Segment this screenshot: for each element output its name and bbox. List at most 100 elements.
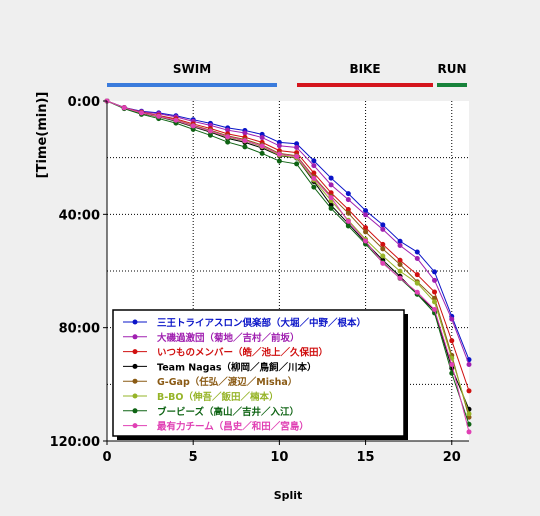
- data-point: [432, 289, 438, 295]
- data-point: [380, 253, 386, 259]
- series-line: [106, 100, 470, 365]
- data-point: [432, 277, 438, 283]
- series-line: [106, 100, 470, 433]
- y-tick-label: 120:00: [50, 435, 100, 450]
- legend-swatch-marker: [132, 363, 138, 369]
- data-point: [294, 144, 300, 150]
- data-point: [242, 144, 248, 150]
- x-tick-label: 15: [357, 450, 375, 465]
- data-point: [363, 238, 369, 244]
- series-line: [106, 100, 470, 360]
- legend: 三王トライアスロン倶楽部（大堀／中野／根本） 大磯過激団（菊地／吉村／前坂） いつも…: [112, 309, 408, 440]
- x-tick-label: 5: [189, 450, 198, 465]
- legend-item: Team Nagas（柳岡／鳥飼／川本）: [123, 361, 317, 373]
- data-point: [380, 226, 386, 232]
- data-point: [380, 222, 386, 228]
- data-point: [414, 280, 420, 286]
- legend-swatch-marker: [132, 349, 138, 355]
- y-axis-ticks: 0:00 40:00 80:00 120:00: [50, 95, 107, 450]
- data-point: [276, 158, 282, 164]
- data-point: [242, 130, 248, 136]
- data-point: [276, 151, 282, 157]
- data-point: [225, 134, 231, 140]
- segment-bar-swim: [107, 83, 277, 87]
- data-point: [311, 170, 317, 176]
- series-lines: [104, 98, 472, 435]
- data-point: [173, 117, 179, 123]
- data-point: [345, 223, 351, 229]
- data-point: [363, 212, 369, 218]
- data-point: [397, 268, 403, 274]
- segment-label-run: RUN: [437, 62, 466, 76]
- legend-label: 三王トライアスロン倶楽部（大堀／中野／根本）: [157, 317, 366, 329]
- series-8: [104, 98, 472, 435]
- data-point: [294, 154, 300, 160]
- data-point: [328, 182, 334, 188]
- data-point: [225, 127, 231, 133]
- legend-swatch-marker: [132, 319, 138, 325]
- legend-item: B-BO（伸吾／飯田／楠本）: [123, 391, 279, 403]
- data-point: [363, 225, 369, 231]
- data-point: [432, 299, 438, 305]
- data-point: [380, 260, 386, 266]
- series-line: [106, 100, 470, 392]
- data-point: [225, 139, 231, 145]
- legend-item: G-Gap（任弘／渡辺／Misha）: [123, 376, 297, 388]
- x-tick-label: 0: [102, 450, 111, 465]
- data-point: [345, 197, 351, 203]
- y-tick-label: 80:00: [59, 322, 100, 337]
- series-line: [106, 100, 470, 425]
- data-point: [449, 370, 455, 376]
- data-point: [328, 175, 334, 181]
- data-point: [276, 143, 282, 149]
- data-point: [397, 261, 403, 267]
- data-point: [294, 161, 300, 167]
- segment-bar-bike: [297, 83, 433, 87]
- data-point: [311, 175, 317, 181]
- legend-item: ブービーズ（高山／吉井／入江）: [123, 406, 299, 418]
- legend-label: 最有力チーム（昌史／和田／宮島）: [157, 421, 309, 433]
- y-axis-label: [Time(min)]: [35, 92, 50, 179]
- data-point: [432, 269, 438, 275]
- data-point: [345, 218, 351, 224]
- legend-label: ブービーズ（高山／吉井／入江）: [157, 406, 299, 418]
- data-point: [432, 307, 438, 313]
- data-point: [345, 191, 351, 197]
- data-point: [397, 257, 403, 263]
- data-point: [414, 272, 420, 278]
- data-point: [121, 105, 127, 111]
- data-point: [380, 241, 386, 247]
- data-point: [207, 132, 213, 138]
- data-point: [449, 338, 455, 344]
- data-point: [259, 143, 265, 149]
- legend-swatch-marker: [132, 378, 138, 384]
- legend-label: 大磯過激団（菊地／吉村／前坂）: [157, 332, 300, 344]
- data-point: [397, 238, 403, 244]
- data-point: [328, 195, 334, 201]
- data-point: [311, 163, 317, 169]
- data-point: [207, 128, 213, 134]
- data-point: [156, 113, 162, 119]
- y-tick-label: 0:00: [68, 95, 100, 110]
- segment-bar-run: [437, 83, 467, 87]
- x-tick-label: 20: [443, 450, 461, 465]
- data-point: [397, 275, 403, 281]
- data-point: [363, 208, 369, 214]
- legend-item: 三王トライアスロン倶楽部（大堀／中野／根本）: [123, 317, 366, 329]
- data-point: [466, 429, 472, 435]
- data-point: [414, 249, 420, 255]
- legend-swatch-marker: [132, 393, 138, 399]
- legend-label: いつものメンバー（皓／池上／久保田）: [157, 347, 328, 359]
- data-point: [259, 150, 265, 156]
- data-point: [449, 362, 455, 367]
- data-point: [190, 123, 196, 129]
- data-point: [466, 411, 472, 417]
- data-point: [345, 210, 351, 216]
- legend-label: B-BO（伸吾／飯田／楠本）: [157, 391, 279, 403]
- y-tick-label: 40:00: [59, 208, 100, 223]
- data-point: [397, 243, 403, 248]
- legend-swatch-marker: [132, 334, 138, 340]
- segment-label-bike: BIKE: [349, 62, 380, 76]
